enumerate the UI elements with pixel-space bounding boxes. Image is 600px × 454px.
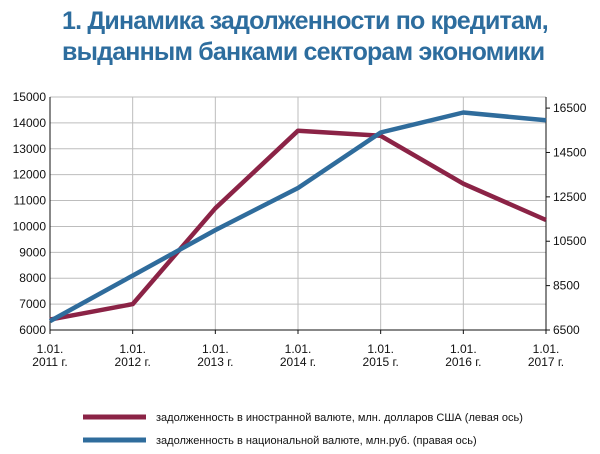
right-axis-tick-label: 12500 bbox=[553, 190, 587, 204]
x-axis-tick-label: 1.01. 2017 г. bbox=[528, 342, 564, 369]
chart-title-line-1: 1. Динамика задолженности по кредитам, bbox=[62, 7, 549, 35]
x-axis-tick-label: 1.01. 2013 г. bbox=[197, 342, 233, 369]
x-axis-tick-label: 1.01. 2012 г. bbox=[115, 342, 151, 369]
x-axis-tick-label: 1.01. 2014 г. bbox=[280, 342, 316, 369]
tick-labels: 6000 7000 8000 9000 10000 11000 12000 13000 1400… bbox=[13, 90, 587, 369]
x-axis-tick-label-line: 2014 г. bbox=[280, 355, 316, 369]
legend-label: задолженность в национальной валюте, млн… bbox=[156, 435, 477, 447]
legend-label: задолженность в иностранной валюте, млн.… bbox=[156, 412, 523, 424]
left-axis-tick-label: 7000 bbox=[19, 297, 46, 311]
x-axis-tick-label-line: 2012 г. bbox=[115, 355, 151, 369]
left-axis-tick-label: 10000 bbox=[13, 219, 47, 233]
chart-title-line-2: выданным банками секторам экономики bbox=[62, 38, 545, 66]
x-axis-tick-label: 1.01. 2016 г. bbox=[445, 342, 481, 369]
left-axis-tick-label: 14000 bbox=[13, 116, 47, 130]
right-axis-tick-label: 6500 bbox=[553, 323, 580, 337]
right-axis-tick-label: 8500 bbox=[553, 279, 580, 293]
right-axis-tick-label: 14500 bbox=[553, 145, 587, 159]
left-axis-tick-label: 11000 bbox=[14, 194, 47, 208]
x-axis-tick-label-line: 1.01. bbox=[367, 342, 394, 356]
x-axis-tick-label-line: 1.01. bbox=[533, 342, 560, 356]
x-axis-tick-label: 1.01. 2011 г. bbox=[32, 342, 67, 369]
x-axis-tick-label-line: 1.01. bbox=[285, 342, 312, 356]
right-axis-tick-label: 16500 bbox=[553, 101, 587, 115]
left-axis-tick-label: 8000 bbox=[19, 271, 46, 285]
right-axis-tick-label: 10500 bbox=[553, 234, 587, 248]
x-axis-tick-label-line: 2011 г. bbox=[32, 355, 67, 369]
left-axis-tick-label: 15000 bbox=[13, 90, 47, 104]
x-axis-tick-label-line: 2016 г. bbox=[445, 355, 481, 369]
x-axis-tick-label-line: 2013 г. bbox=[197, 355, 233, 369]
x-axis-tick-label-line: 1.01. bbox=[202, 342, 229, 356]
left-axis-tick-label: 12000 bbox=[13, 168, 47, 182]
x-axis-tick-label-line: 1.01. bbox=[450, 342, 477, 356]
data-series bbox=[48, 110, 547, 324]
x-axis-tick-label-line: 2017 г. bbox=[528, 355, 564, 369]
x-axis-tick-label-line: 1.01. bbox=[37, 342, 64, 356]
legend: задолженность в иностранной валюте, млн.… bbox=[83, 412, 523, 447]
series-line-national-currency bbox=[48, 110, 547, 324]
x-axis-tick-label-line: 1.01. bbox=[119, 342, 146, 356]
x-axis-tick-label: 1.01. 2015 г. bbox=[363, 342, 399, 369]
left-axis-tick-label: 9000 bbox=[19, 245, 46, 259]
x-axis-tick-label-line: 2015 г. bbox=[363, 355, 399, 369]
chart-title: 1. Динамика задолженности по кредитам, в… bbox=[62, 6, 582, 68]
left-axis-tick-label: 6000 bbox=[19, 323, 46, 337]
left-axis-tick-label: 13000 bbox=[13, 142, 47, 156]
series-line-foreign-currency bbox=[49, 128, 547, 322]
